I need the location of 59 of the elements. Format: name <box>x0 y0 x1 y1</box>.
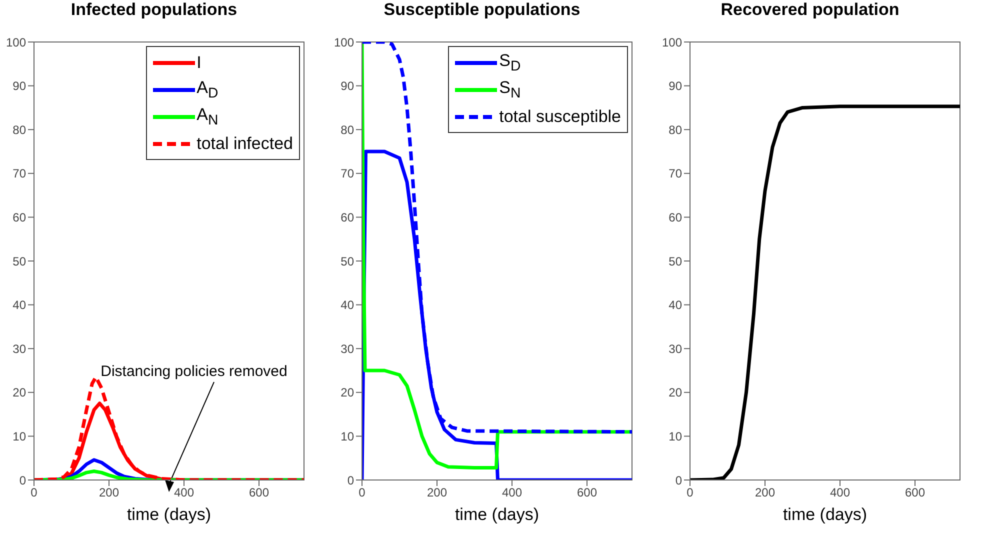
x-tick-label: 200 <box>98 486 120 500</box>
y-tick-label: 80 <box>12 122 26 137</box>
x-tick-label: 0 <box>686 486 694 500</box>
legend-label: total susceptible <box>499 106 621 126</box>
y-tick-label: 70 <box>668 166 682 181</box>
y-tick-label: 100 <box>334 35 354 50</box>
y-tick-label: 20 <box>668 386 682 400</box>
y-tick-label: 40 <box>340 298 354 312</box>
x-tick-label: 600 <box>904 486 926 500</box>
chart-title: Recovered population <box>720 0 900 20</box>
y-tick-label: 70 <box>12 166 26 181</box>
y-tick-label: 40 <box>12 298 26 312</box>
y-tick-label: 30 <box>12 342 26 356</box>
y-tick-label: 30 <box>340 342 354 356</box>
y-tick-label: 0 <box>675 473 682 488</box>
y-tick-label: 80 <box>340 122 354 137</box>
y-tick-label: 90 <box>12 79 26 94</box>
legend-label: I <box>196 52 202 72</box>
y-tick-label: 0 <box>19 473 26 488</box>
y-tick-label: 40 <box>668 298 682 312</box>
y-tick-label: 50 <box>340 254 354 268</box>
y-tick-label: 60 <box>12 210 26 224</box>
x-tick-label: 600 <box>576 486 598 500</box>
legend-label: A$_{N}$ <box>196 104 218 128</box>
x-axis-title: time (days) <box>126 505 212 524</box>
x-tick-label: 400 <box>174 486 194 500</box>
x-axis-title: time (days) <box>454 505 540 524</box>
y-tick-label: 10 <box>12 429 26 444</box>
legend-label: S$_{D}$ <box>499 50 521 74</box>
y-tick-label: 50 <box>12 254 26 268</box>
y-tick-label: 80 <box>668 122 682 137</box>
x-tick-label: 0 <box>358 486 366 500</box>
y-tick-label: 90 <box>340 79 354 94</box>
y-tick-label: 0 <box>347 473 354 488</box>
legend-label: A$_{D}$ <box>196 78 218 102</box>
x-tick-label: 0 <box>30 486 38 500</box>
chart-title: Susceptible populations <box>382 0 582 20</box>
y-tick-label: 90 <box>668 79 682 94</box>
x-tick-label: 600 <box>248 486 270 500</box>
legend-label: total infected <box>196 134 293 154</box>
y-tick-label: 100 <box>662 35 682 50</box>
annotation: Distancing policies removed <box>100 363 288 380</box>
x-tick-label: 200 <box>426 486 448 500</box>
x-tick-label: 200 <box>754 486 776 500</box>
x-tick-label: 400 <box>502 486 522 500</box>
x-axis-title: time (days) <box>782 505 868 524</box>
y-tick-label: 20 <box>340 386 354 400</box>
x-tick-label: 400 <box>830 486 850 500</box>
y-tick-label: 20 <box>12 386 26 400</box>
chart-title: Infected populations <box>70 0 238 20</box>
y-tick-label: 30 <box>668 342 682 356</box>
y-tick-label: 10 <box>668 429 682 444</box>
y-tick-label: 10 <box>340 429 354 444</box>
y-tick-label: 100 <box>6 35 26 50</box>
y-tick-label: 60 <box>340 210 354 224</box>
y-tick-label: 60 <box>668 210 682 224</box>
y-tick-label: 50 <box>668 254 682 268</box>
y-tick-label: 70 <box>340 166 354 181</box>
legend-label: S$_{N}$ <box>499 78 521 102</box>
